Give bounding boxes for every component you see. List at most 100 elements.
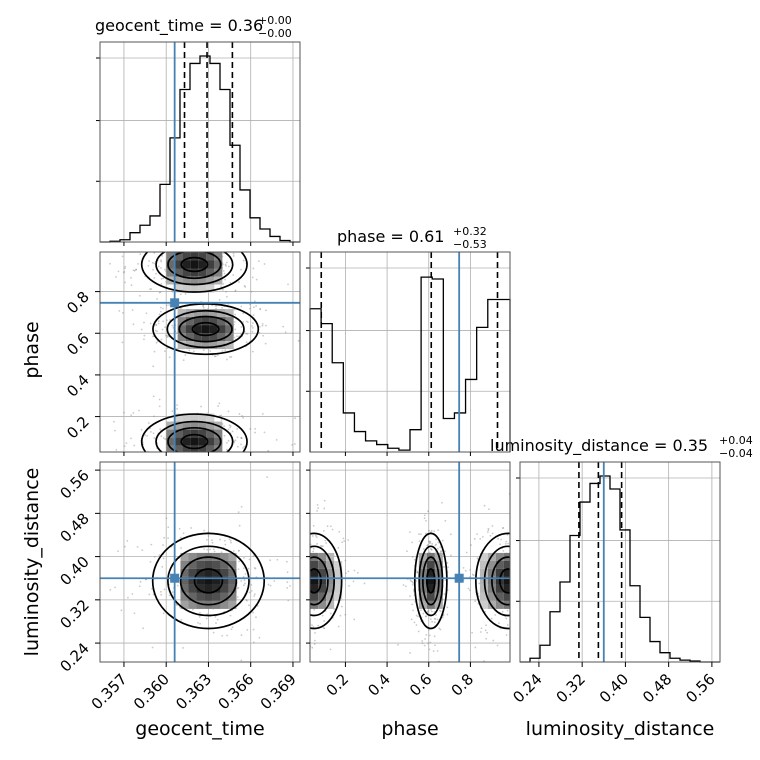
sample-point bbox=[251, 327, 254, 329]
xtick-label-phase: 0.8 bbox=[448, 670, 478, 700]
sample-point bbox=[257, 456, 259, 458]
sample-point bbox=[117, 550, 119, 553]
density-cell bbox=[204, 560, 213, 569]
density-cell bbox=[212, 560, 221, 569]
sample-point bbox=[162, 437, 165, 439]
sample-point bbox=[543, 563, 545, 565]
density-cell bbox=[190, 429, 199, 438]
sample-point bbox=[311, 535, 314, 537]
sample-point bbox=[258, 230, 260, 232]
sample-point bbox=[231, 430, 234, 433]
sample-point bbox=[204, 458, 206, 460]
density-cell bbox=[520, 569, 528, 577]
density-cell bbox=[166, 437, 175, 446]
sample-point bbox=[322, 530, 325, 532]
sample-point bbox=[428, 628, 430, 631]
sample-point bbox=[182, 532, 185, 535]
sample-point bbox=[162, 277, 165, 280]
density-cell bbox=[174, 276, 183, 285]
sample-point bbox=[237, 586, 240, 589]
sample-point bbox=[432, 650, 435, 652]
density-cell bbox=[520, 585, 528, 593]
density-cell bbox=[318, 560, 327, 569]
sample-point bbox=[169, 319, 171, 321]
sample-point bbox=[435, 614, 437, 616]
sample-point bbox=[158, 249, 160, 251]
sample-point bbox=[213, 355, 216, 358]
sample-point bbox=[212, 548, 215, 551]
density-cell bbox=[294, 569, 302, 577]
density-cell bbox=[206, 413, 215, 422]
title-luminosity-distance-plus: +0.04 bbox=[719, 434, 753, 447]
sample-point bbox=[138, 294, 141, 297]
density-cell bbox=[495, 600, 504, 609]
sample-point bbox=[289, 633, 291, 635]
sample-point bbox=[255, 278, 258, 281]
sample-point bbox=[303, 634, 305, 636]
density-cell bbox=[190, 413, 199, 422]
sample-point bbox=[296, 590, 298, 592]
sample-point bbox=[287, 599, 290, 602]
sample-point bbox=[511, 539, 513, 541]
sample-point bbox=[221, 306, 224, 309]
sample-point bbox=[428, 551, 431, 554]
sample-point bbox=[130, 284, 133, 287]
sample-point bbox=[252, 322, 254, 325]
density-cell bbox=[487, 592, 496, 601]
density-cell bbox=[228, 568, 237, 577]
sample-point bbox=[322, 627, 325, 629]
density-cell bbox=[174, 237, 182, 245]
sample-point bbox=[225, 295, 228, 298]
sample-point bbox=[138, 409, 140, 412]
density-cell bbox=[198, 437, 207, 446]
sample-point bbox=[184, 453, 186, 455]
sample-point bbox=[428, 529, 430, 532]
density-cell bbox=[198, 276, 207, 285]
sample-point bbox=[140, 328, 143, 331]
density-cell bbox=[182, 237, 190, 245]
sample-point bbox=[143, 338, 145, 341]
sample-point bbox=[229, 539, 232, 542]
sample-point bbox=[236, 335, 238, 338]
sample-point bbox=[233, 239, 235, 241]
sample-point bbox=[413, 558, 416, 561]
sample-point bbox=[158, 291, 161, 294]
contour-line bbox=[167, 545, 250, 617]
density-cell bbox=[177, 325, 186, 334]
sample-point bbox=[435, 538, 437, 541]
sample-point bbox=[267, 449, 270, 452]
contour-line bbox=[193, 568, 224, 594]
density-cell bbox=[520, 593, 528, 601]
sample-point bbox=[284, 592, 286, 594]
sample-point bbox=[344, 559, 347, 562]
sample-point bbox=[307, 523, 309, 525]
density-cell bbox=[214, 260, 223, 269]
density-cell bbox=[220, 592, 229, 601]
density-cell bbox=[528, 553, 536, 561]
density-cell bbox=[206, 421, 215, 430]
hist-luminosity_distance-border bbox=[519, 461, 721, 663]
sample-point bbox=[228, 538, 231, 540]
density-cell bbox=[214, 429, 223, 438]
sample-point bbox=[431, 620, 434, 623]
density-cell bbox=[220, 600, 229, 609]
truth-marker bbox=[170, 298, 180, 308]
sample-point bbox=[502, 527, 505, 529]
sample-point bbox=[213, 239, 215, 241]
ytick-label-luminosity_distance: 0.56 bbox=[56, 466, 92, 502]
sample-point bbox=[153, 262, 156, 265]
ytick-label-luminosity_distance: 0.40 bbox=[56, 553, 92, 589]
sample-point bbox=[516, 604, 518, 606]
density-cell bbox=[206, 454, 214, 462]
sample-point bbox=[471, 573, 474, 576]
sample-point bbox=[541, 583, 543, 585]
sample-point bbox=[176, 249, 178, 251]
sample-point bbox=[190, 467, 192, 469]
sample-point bbox=[244, 582, 246, 585]
sample-point bbox=[135, 268, 137, 271]
sample-point bbox=[517, 563, 519, 565]
density-cell bbox=[180, 568, 189, 577]
density-cell bbox=[512, 593, 520, 601]
density-cell bbox=[495, 568, 504, 577]
